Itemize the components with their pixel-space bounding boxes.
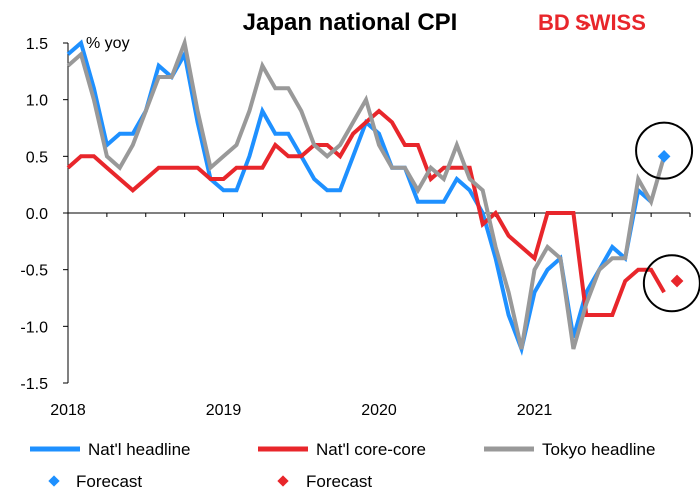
forecast-marker-nat-core-core	[670, 274, 684, 288]
y-tick-label: 0.0	[26, 206, 48, 223]
y-tick-label: -0.5	[20, 263, 48, 280]
x-tick-label: 2020	[361, 402, 397, 419]
brand-logo-bd: BD	[538, 10, 570, 35]
series-line-tokyo-headline	[66, 35, 667, 350]
y-tick-label: 1.0	[26, 93, 48, 110]
legend: Nat'l headline Nat'l core-core Tokyo hea…	[30, 440, 655, 491]
forecast-marker-nat-headline	[657, 149, 671, 163]
x-tick-label: 2021	[517, 402, 553, 419]
x-tick-label: 2018	[50, 402, 86, 419]
chart-title: Japan national CPI	[243, 9, 458, 36]
legend-label-tokyo-headline: Tokyo headline	[542, 440, 655, 459]
legend-marker-forecast-red	[277, 475, 289, 487]
y-tick-label: -1.5	[20, 376, 48, 393]
y-tick-label: -1.0	[20, 319, 48, 336]
logo-swoosh-icon	[581, 22, 591, 27]
annotation-circle	[635, 121, 694, 180]
legend-label-nat-headline: Nat'l headline	[88, 440, 190, 459]
series-layer	[66, 35, 667, 356]
y-tick-label: 1.5	[26, 36, 48, 53]
legend-label-forecast-red: Forecast	[306, 472, 372, 491]
legend-label-forecast-blue: Forecast	[76, 472, 142, 491]
annotation-circle	[642, 254, 700, 313]
brand-logo: BD SWISS	[538, 10, 646, 35]
x-tick-label: 2019	[206, 402, 242, 419]
y-unit-label: % yoy	[86, 35, 130, 52]
y-tick-label: 0.5	[26, 149, 48, 166]
legend-marker-forecast-blue	[48, 475, 60, 487]
legend-label-nat-core-core: Nat'l core-core	[316, 440, 426, 459]
series-line-nat-headline	[66, 39, 653, 356]
series-line-nat-core-core	[66, 108, 666, 317]
